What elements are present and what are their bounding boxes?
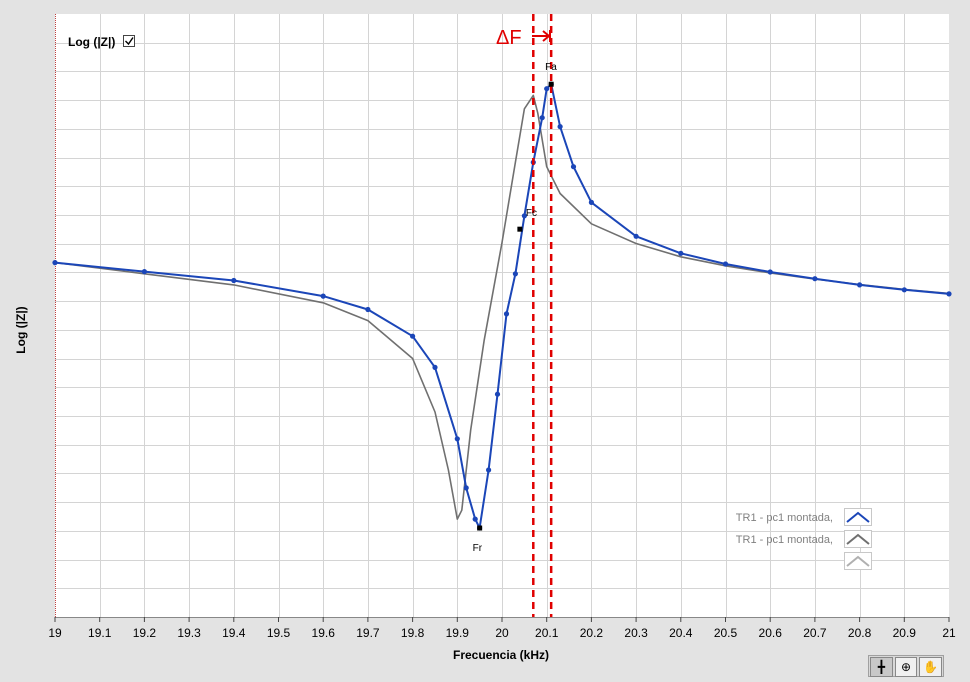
data-point	[812, 276, 818, 282]
data-point	[463, 485, 469, 491]
data-point	[231, 277, 237, 284]
crosshair-icon[interactable]: ╋	[870, 657, 893, 677]
data-point	[521, 213, 528, 219]
legend-swatch	[846, 533, 870, 545]
legend: TR1 - pc1 montada, TR1 - pc1 montada,	[736, 508, 872, 570]
point-label-fr: Fr	[473, 543, 483, 554]
legend-swatch-box	[844, 508, 872, 526]
data-point	[503, 311, 510, 317]
data-point	[901, 287, 907, 293]
x-tick-label: 19.3	[177, 626, 201, 640]
data-point	[722, 261, 729, 267]
x-tick-label: 20.2	[580, 626, 604, 640]
x-ticks: 19 19.1 19.2 19.3 19.4 19.5 19.6 19.7 19.8 19.9 20…	[48, 617, 956, 640]
x-tick-label: 19.9	[446, 626, 470, 640]
chart-toolbar: ╋ ⊕ ✋	[868, 655, 944, 677]
legend-label: TR1 - pc1 montada,	[736, 534, 833, 546]
legend-swatch	[846, 555, 870, 567]
grid-lines	[55, 14, 949, 617]
delta-f-arrow	[532, 30, 551, 42]
data-point	[767, 269, 773, 275]
x-tick-label: 19.5	[267, 626, 291, 640]
data-point	[320, 293, 326, 299]
x-tick-label: 20.3	[624, 626, 648, 640]
data-point	[365, 306, 371, 313]
data-point	[544, 86, 550, 92]
x-tick-label: 20.8	[848, 626, 872, 640]
delta-f-label: ΔF	[496, 27, 522, 49]
point-label-fa: Fa	[545, 62, 557, 73]
data-point	[633, 233, 639, 239]
data-point	[472, 516, 478, 522]
checkbox-label: Log (|Z|)	[68, 35, 115, 49]
data-point	[494, 391, 501, 397]
data-point	[454, 436, 460, 442]
legend-swatch-box	[844, 530, 872, 548]
data-point	[52, 260, 58, 266]
x-tick-label: 19.1	[88, 626, 112, 640]
x-tick-label: 19.4	[222, 626, 246, 640]
data-point	[141, 269, 147, 275]
data-point	[486, 467, 492, 473]
x-tick-label: 20.7	[803, 626, 827, 640]
legend-swatch	[846, 511, 870, 523]
x-tick-label: 20.6	[759, 626, 783, 640]
legend-label: TR1 - pc1 montada,	[736, 512, 833, 524]
x-axis-title: Frecuencia (kHz)	[453, 648, 549, 662]
log-checkbox[interactable]	[123, 35, 135, 47]
pan-hand-icon[interactable]: ✋	[919, 657, 943, 677]
x-tick-label: 19.7	[356, 626, 380, 640]
legend-swatch-box	[844, 552, 872, 570]
x-tick-label: 19.6	[312, 626, 336, 640]
x-tick-label: 20.4	[669, 626, 693, 640]
x-tick-label: 21	[942, 626, 956, 640]
x-tick-label: 20.9	[893, 626, 917, 640]
data-point	[946, 291, 952, 297]
data-point	[570, 164, 577, 170]
x-tick-label: 20.5	[714, 626, 738, 640]
data-point	[557, 124, 563, 130]
data-point	[857, 282, 863, 288]
x-tick-label: 19.8	[401, 626, 425, 640]
data-point	[678, 250, 684, 256]
point-label-fc: Fc	[526, 208, 537, 219]
series-line-1	[54, 94, 950, 520]
x-tick-label: 20.1	[535, 626, 559, 640]
x-tick-label: 19	[48, 626, 62, 640]
x-tick-label: 20	[495, 626, 509, 640]
data-point	[410, 333, 416, 339]
marker-point	[477, 525, 483, 531]
marker-point	[548, 81, 554, 87]
y-axis-title: Log (|Z|)	[14, 306, 28, 353]
data-point	[512, 271, 519, 277]
data-point	[432, 364, 438, 370]
marker-point	[517, 226, 523, 232]
data-point	[539, 115, 545, 121]
reference-lines	[532, 14, 553, 617]
point-labels: Fa Fc Fr	[473, 62, 558, 554]
x-tick-label: 19.2	[133, 626, 157, 640]
zoom-icon[interactable]: ⊕	[894, 657, 918, 677]
data-point	[588, 199, 595, 205]
